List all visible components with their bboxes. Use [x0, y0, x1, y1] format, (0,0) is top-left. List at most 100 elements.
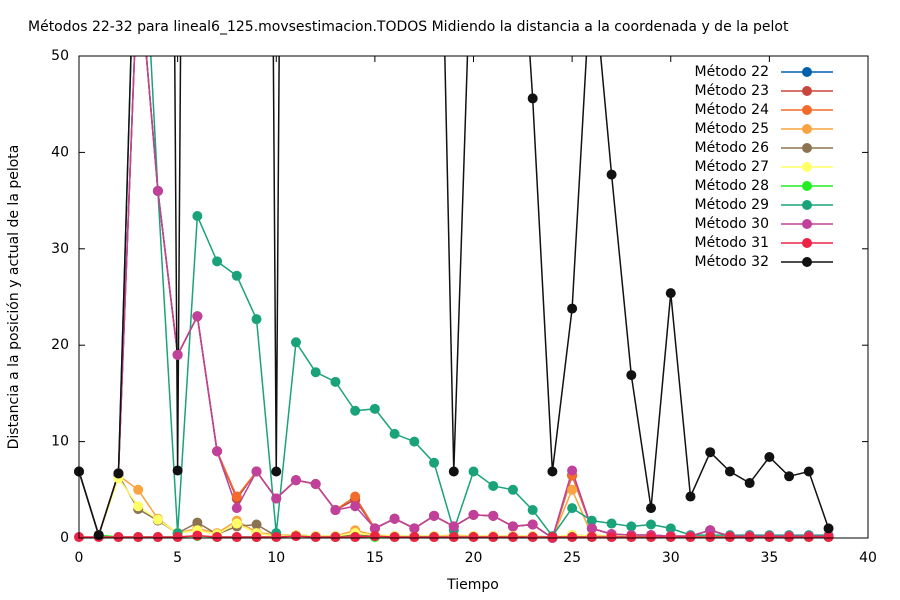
data-point — [350, 532, 361, 543]
data-point — [784, 471, 795, 482]
data-point — [271, 466, 282, 477]
data-point — [113, 532, 124, 543]
data-point — [369, 523, 380, 534]
data-point — [409, 436, 420, 447]
y-tick-label: 10 — [51, 434, 69, 450]
y-tick-label: 30 — [51, 241, 69, 257]
data-point — [271, 493, 282, 504]
legend-marker — [802, 238, 812, 248]
legend-marker — [802, 124, 812, 134]
data-point — [803, 466, 814, 477]
data-point — [133, 532, 144, 543]
data-point — [626, 370, 637, 381]
data-point — [310, 367, 321, 378]
y-tick-label: 40 — [51, 144, 69, 160]
data-point — [547, 466, 558, 477]
data-point — [251, 466, 262, 477]
data-point — [823, 532, 834, 543]
data-point — [586, 532, 597, 543]
data-point — [310, 479, 321, 490]
data-point — [389, 428, 400, 439]
data-point — [231, 503, 242, 514]
legend-label: Método 27 — [695, 159, 769, 175]
data-point — [606, 532, 617, 543]
data-point — [350, 491, 361, 502]
legend-label: Método 32 — [695, 254, 769, 270]
y-tick-label: 20 — [51, 337, 69, 353]
x-tick-label: 30 — [662, 550, 680, 566]
data-point — [527, 93, 538, 104]
data-point — [429, 457, 440, 468]
data-point — [212, 532, 223, 543]
legend-label: Método 28 — [695, 178, 769, 194]
legend-marker — [802, 257, 812, 267]
legend-marker — [802, 162, 812, 172]
data-point — [290, 337, 301, 348]
chart-title: Métodos 22-32 para lineal6_125.movsestim… — [28, 19, 789, 35]
data-point — [646, 532, 657, 543]
data-point — [744, 478, 755, 489]
data-point — [488, 532, 499, 543]
data-point — [212, 256, 223, 267]
markers — [74, 93, 834, 543]
x-tick-label: 35 — [760, 550, 778, 566]
data-point — [685, 532, 696, 543]
legend-label: Método 29 — [695, 197, 769, 213]
data-point — [784, 532, 795, 543]
data-point — [409, 523, 420, 534]
data-point — [803, 532, 814, 543]
data-point — [448, 466, 459, 477]
data-point — [429, 510, 440, 521]
data-point — [330, 505, 341, 516]
data-point — [251, 314, 262, 325]
data-point — [389, 513, 400, 524]
legend-label: Método 26 — [695, 140, 770, 156]
ticks: 0 10 20 30 40 50 0 5 10 15 20 25 30 35 40 — [51, 48, 877, 566]
data-point — [468, 509, 479, 520]
data-point — [369, 531, 380, 542]
legend-label: Método 31 — [695, 235, 769, 251]
data-point — [350, 501, 361, 512]
data-point — [527, 519, 538, 530]
x-tick-label: 10 — [267, 550, 285, 566]
data-point — [626, 532, 637, 543]
data-point — [231, 518, 242, 529]
data-point — [330, 532, 341, 543]
data-point — [172, 349, 183, 360]
data-point — [448, 532, 459, 543]
x-tick-label: 0 — [75, 550, 84, 566]
data-point — [251, 532, 262, 543]
data-point — [133, 501, 144, 512]
x-tick-label: 40 — [859, 550, 877, 566]
data-point — [251, 519, 262, 530]
plot-frame — [78, 55, 869, 539]
data-point — [705, 532, 716, 543]
data-point — [409, 532, 420, 543]
data-point — [93, 530, 104, 541]
legend-marker — [802, 67, 812, 77]
legend-label: Método 25 — [695, 121, 769, 137]
data-point — [823, 523, 834, 534]
data-point — [290, 531, 301, 542]
x-axis-label: Tiempo — [446, 577, 499, 593]
data-point — [606, 169, 617, 180]
data-point — [724, 466, 735, 477]
data-point — [507, 521, 518, 532]
data-point — [646, 503, 657, 514]
legend-label: Método 23 — [695, 83, 769, 99]
data-point — [665, 288, 676, 299]
data-point — [724, 532, 735, 543]
data-point — [350, 405, 361, 416]
data-point — [231, 532, 242, 543]
data-point — [665, 523, 676, 534]
data-point — [330, 376, 341, 387]
data-point — [685, 491, 696, 502]
legend-label: Método 30 — [695, 216, 769, 232]
legend-marker — [802, 105, 812, 115]
data-point — [192, 211, 203, 222]
data-point — [192, 517, 203, 528]
data-point — [231, 491, 242, 502]
data-point — [705, 447, 716, 458]
data-point — [468, 532, 479, 543]
data-point — [567, 303, 578, 314]
